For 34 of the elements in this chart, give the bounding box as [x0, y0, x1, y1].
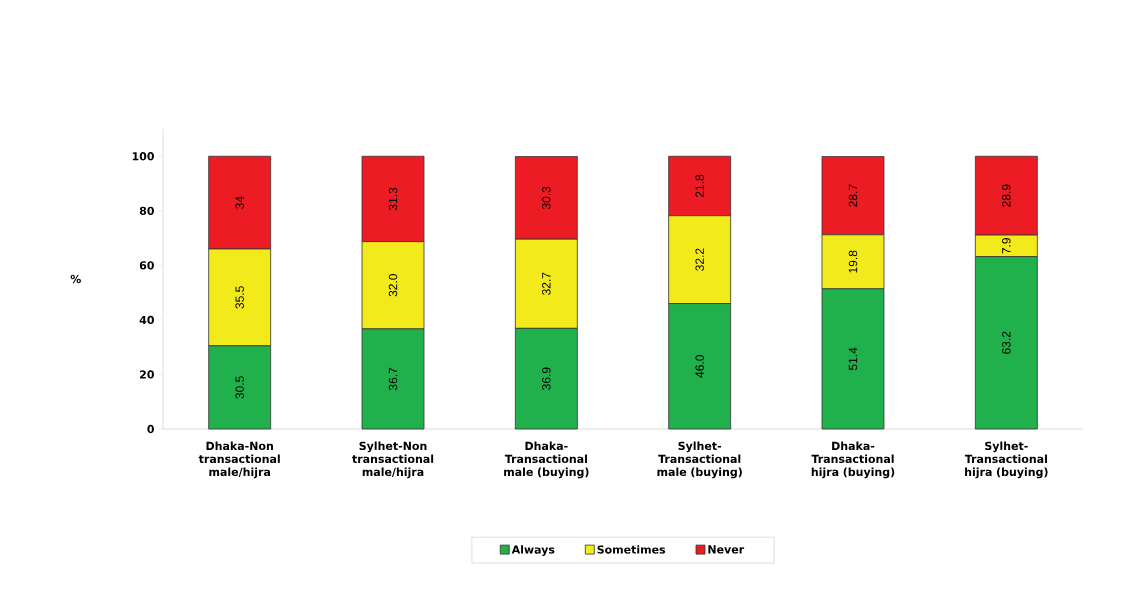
y-tick-label: 40	[139, 315, 154, 325]
x-tick-label: Dhaka-Transactional hijra (buying)	[811, 441, 895, 479]
data-label: 36.9	[542, 367, 551, 390]
data-label: 30.5	[235, 376, 244, 399]
legend-label: Never	[708, 545, 745, 554]
data-label: 51.4	[848, 347, 858, 371]
x-tick-label: Dhaka-Transactional male (buying)	[504, 441, 589, 479]
x-tick-label: Sylhet-Transactional hijra (buying)	[964, 441, 1048, 479]
data-label: 63.2	[1002, 331, 1011, 354]
y-tick-label: 20	[140, 370, 154, 379]
legend-label: Sometimes	[597, 545, 666, 554]
data-label: 19.8	[848, 250, 858, 273]
x-tick-label: Sylhet-Transactional male (buying)	[657, 441, 742, 479]
data-label: 35.5	[235, 286, 244, 309]
x-tick-label: Sylhet-Non transactional male/hijra	[352, 441, 434, 479]
x-tick-label: Dhaka-Non transactional male/hijra	[198, 441, 280, 479]
data-label: 31.3	[388, 187, 398, 211]
y-tick-label: 0	[147, 424, 154, 434]
data-label: 36.7	[388, 367, 398, 391]
data-label: 7.9	[1002, 238, 1011, 254]
legend-label: Always	[511, 545, 555, 556]
data-label: 34	[235, 196, 244, 209]
data-label: 28.7	[848, 184, 858, 207]
data-label: 21.8	[695, 174, 704, 198]
data-label: 28.9	[1002, 184, 1011, 207]
data-label: 32.0	[388, 274, 398, 297]
data-label: 32.2	[695, 248, 704, 271]
y-tick-label: 100	[132, 152, 154, 161]
data-label: 30.3	[542, 186, 551, 210]
y-tick-label: 80	[139, 206, 154, 215]
data-label: 46.0	[695, 355, 704, 378]
data-label: 32.7	[542, 272, 551, 295]
y-axis-title: %	[70, 274, 81, 284]
y-tick-label: 60	[139, 261, 154, 270]
